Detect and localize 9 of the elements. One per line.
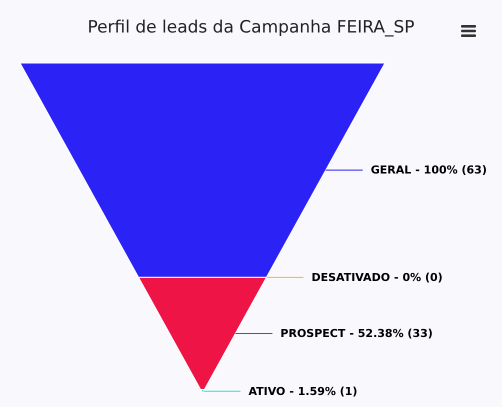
data-label: - 100% (63) (415, 164, 487, 177)
category-label: DESATIVADO (311, 270, 390, 284)
text: Perfil de leads da Campanha FEIRA_SP (87, 18, 415, 38)
category-label: ATIVO (248, 384, 286, 398)
data-label: - 52.38% (33) (349, 326, 433, 340)
category-label: GERAL (370, 164, 412, 177)
data-label: - 0% (0) (394, 270, 443, 284)
category-label: PROSPECT (280, 326, 346, 340)
data-label: - 1.59% (1) (289, 384, 358, 398)
